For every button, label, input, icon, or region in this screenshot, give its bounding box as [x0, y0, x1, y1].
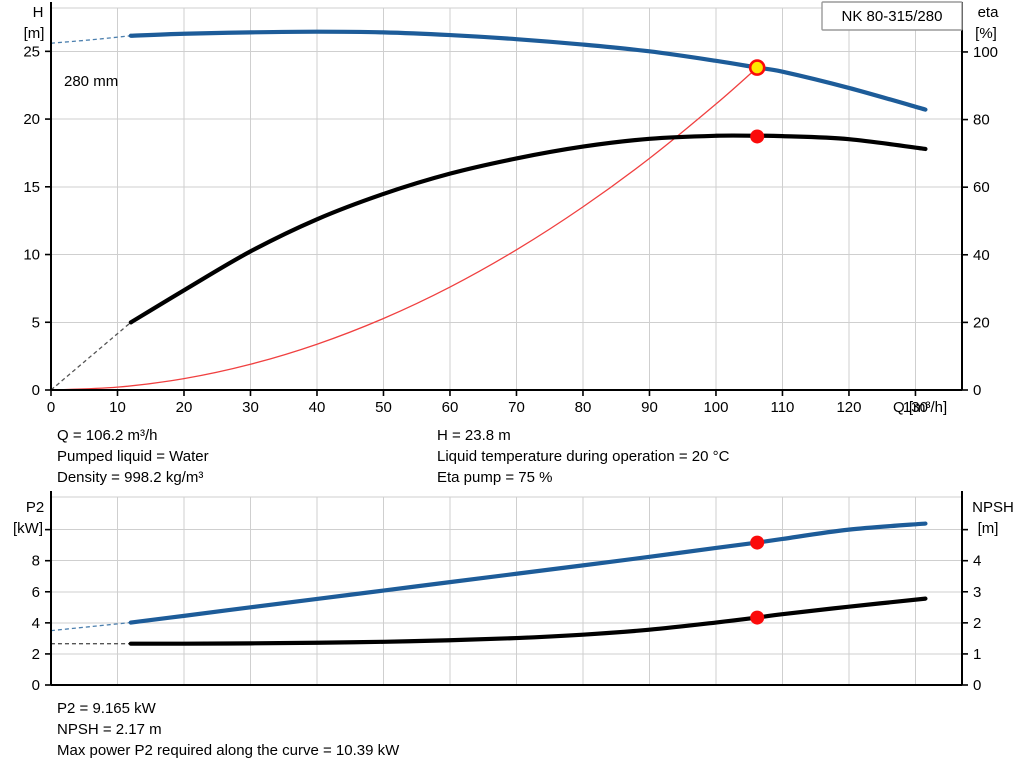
right-axis-title: NPSH — [972, 499, 1014, 516]
left-tick-label: 8 — [32, 553, 40, 570]
x-tick-label: 90 — [641, 399, 658, 416]
x-tick-label: 70 — [508, 399, 525, 416]
power-info: P2 = 9.165 kW NPSH = 2.17 m Max power P2 r… — [57, 698, 399, 761]
x-tick-label: 80 — [575, 399, 592, 416]
right-tick-label: 100 — [973, 44, 998, 61]
x-tick-label: 100 — [703, 399, 728, 416]
duty-info-left: Q = 106.2 m³/h Pumped liquid = Water Densi… — [57, 425, 209, 488]
x-tick-label: 120 — [836, 399, 861, 416]
right-tick-label: 80 — [973, 112, 990, 129]
eta-curve-extrapolation — [50, 321, 132, 391]
right-tick-label: 0 — [973, 677, 981, 694]
duty-info-left-line-3: Density = 998.2 kg/m³ — [57, 469, 204, 486]
duty-point-npsh-marker — [750, 610, 765, 625]
duty-info-right-line-1: H = 23.8 m — [437, 427, 511, 444]
left-axis-unit: [kW] — [13, 520, 43, 537]
x-tick-label: 40 — [309, 399, 326, 416]
system-curve — [50, 67, 758, 391]
impeller-size-label: 280 mm — [64, 73, 118, 90]
power-info-line-2: NPSH = 2.17 m — [57, 721, 162, 738]
x-tick-label: 0 — [47, 399, 55, 416]
top-chart-group: 0 5 10 15 20 25 0 20 40 60 80 100 0 10 20 30 40 50 60 70 80 9… — [23, 1, 1000, 416]
left-tick-label: 20 — [23, 111, 40, 128]
duty-info-left-line-1: Q = 106.2 m³/h — [57, 427, 158, 444]
left-tick-label: 2 — [32, 646, 40, 663]
npsh-curve — [128, 596, 928, 646]
pump-title-label: NK 80-315/280 — [842, 8, 943, 25]
x-tick-label: 30 — [242, 399, 259, 416]
duty-point-p2-marker — [750, 535, 765, 550]
x-tick-label: 50 — [375, 399, 392, 416]
left-tick-label: 15 — [23, 179, 40, 196]
left-axis-title: H — [33, 4, 44, 21]
head-curve-extrapolation — [50, 35, 131, 44]
bottom-chart-group: 0 2 4 6 8 0 1 2 3 4 P2 [kW] NPSH [m] — [13, 491, 1014, 694]
x-tick-label: 130 — [903, 399, 928, 416]
x-tick-label: 20 — [176, 399, 193, 416]
left-tick-label: 0 — [32, 677, 40, 694]
right-axis-unit: [m] — [978, 520, 999, 537]
right-tick-label: 1 — [973, 646, 981, 663]
right-tick-label: 2 — [973, 615, 981, 632]
duty-info-right-line-3: Eta pump = 75 % — [437, 469, 553, 486]
head-curve — [128, 29, 928, 112]
duty-info-left-line-2: Pumped liquid = Water — [57, 448, 209, 465]
power-info-line-1: P2 = 9.165 kW — [57, 700, 156, 717]
p2-curve-extrapolation — [50, 621, 131, 632]
right-axis-unit: [%] — [975, 25, 997, 42]
x-tick-label: 10 — [109, 399, 126, 416]
right-tick-label: 60 — [973, 179, 990, 196]
x-axis-title: Q [m³/h] — [893, 399, 947, 416]
duty-point-eta-marker — [750, 129, 765, 144]
duty-info-right: H = 23.8 m Liquid temperature during oper… — [437, 425, 729, 488]
duty-info-right-line-2: Liquid temperature during operation = 20… — [437, 448, 730, 465]
power-info-line-3: Max power P2 required along the curve = … — [57, 742, 400, 759]
left-tick-label: 0 — [32, 382, 40, 399]
right-tick-label: 20 — [973, 314, 990, 331]
left-tick-label: 10 — [23, 247, 40, 264]
p2-npsh-chart: 0 2 4 6 8 0 1 2 3 4 P2 [kW] NPSH [m] — [13, 491, 1014, 694]
left-tick-label: 4 — [32, 615, 40, 632]
right-tick-label: 40 — [973, 247, 990, 264]
head-eta-chart: 0 5 10 15 20 25 0 20 40 60 80 100 0 10 20 30 40 50 60 70 80 9… — [23, 1, 1000, 416]
left-tick-label: 5 — [32, 314, 40, 331]
left-tick-label: 6 — [32, 584, 40, 601]
right-axis-title: eta — [978, 4, 1000, 21]
x-tick-label: 110 — [770, 399, 794, 416]
x-tick-label: 60 — [442, 399, 459, 416]
right-tick-label: 4 — [973, 553, 981, 570]
p2-curve — [128, 521, 928, 625]
right-tick-label: 0 — [973, 382, 981, 399]
left-tick-label: 25 — [23, 43, 40, 60]
left-axis-unit: [m] — [24, 25, 45, 42]
right-tick-label: 3 — [973, 584, 981, 601]
eta-curve — [128, 133, 928, 325]
left-axis-title: P2 — [26, 499, 44, 516]
pump-title-box — [821, 1, 963, 31]
duty-point-head-marker — [748, 59, 766, 76]
